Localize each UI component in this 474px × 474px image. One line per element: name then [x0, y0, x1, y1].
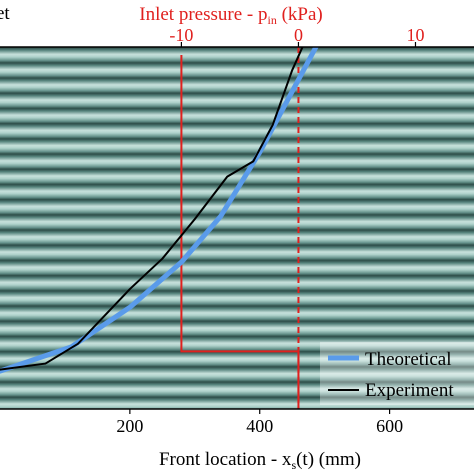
top-axis-tick-label: -10: [169, 25, 193, 45]
legend-background: [320, 342, 474, 405]
top-axis-title-main: Inlet pressure - p: [139, 4, 267, 25]
legend: Theoretical Experiment: [320, 342, 474, 405]
bottom-axis-title-sub: s: [291, 458, 296, 472]
bottom-axis-tick-label: 400: [246, 416, 273, 436]
top-axis-title-unit: (kPa): [277, 4, 323, 25]
top-axis-title-sub: in: [267, 13, 276, 27]
plot-area: [0, 47, 319, 409]
inlet-pressure-trace: [180, 55, 300, 409]
legend-label-experiment: Experiment: [365, 380, 454, 401]
bottom-axis-title: Front location - xs(t) (mm): [159, 449, 361, 472]
flow-image-tint: [0, 47, 474, 409]
bottom-axis-tick-label: 200: [116, 416, 143, 436]
flow-image: [0, 47, 474, 409]
top-axis-title: Inlet pressure - pin (kPa): [139, 4, 322, 27]
top-axis-tick-label: 10: [406, 25, 424, 45]
series-experiment: [0, 47, 304, 371]
legend-label-theoretical: Theoretical: [365, 349, 452, 370]
bottom-axis-title-main: Front location - x: [159, 449, 292, 470]
top-axis-tick-label: 0: [294, 25, 303, 45]
axes: -10 0 10 200 400 600: [116, 25, 424, 436]
bottom-axis-title-unit: (t) (mm): [296, 449, 361, 470]
left-axis-label-fragment: et: [0, 3, 10, 24]
bottom-axis-tick-label: 600: [376, 416, 403, 436]
